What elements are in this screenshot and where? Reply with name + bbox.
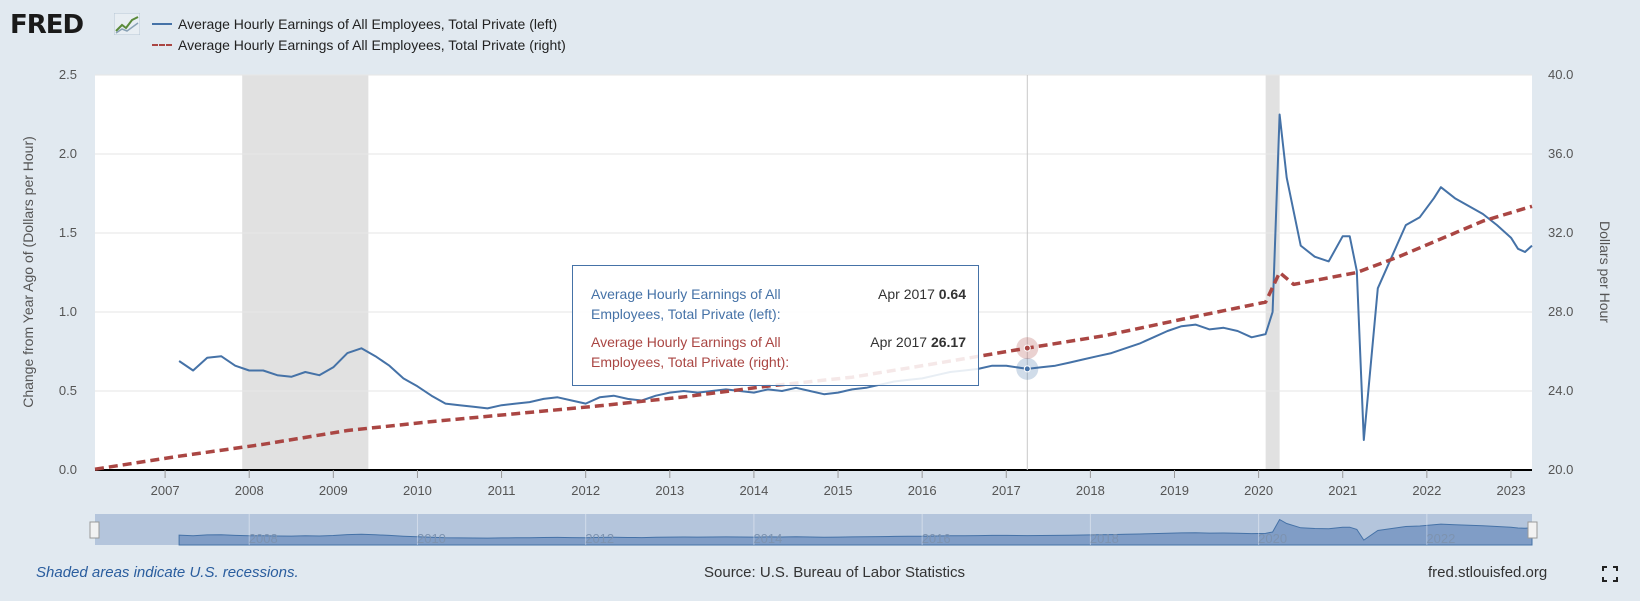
navigator-handle-right bbox=[1527, 521, 1538, 539]
y-right-tick-label: 40.0 bbox=[1548, 67, 1573, 82]
tooltip-date-left: Apr 2017 bbox=[878, 286, 935, 302]
series-line-right bbox=[94, 204, 1533, 471]
tooltip: Average Hourly Earnings of All Employees… bbox=[572, 265, 979, 386]
x-tick-label: 2023 bbox=[1497, 483, 1526, 498]
recession-band-0 bbox=[242, 75, 369, 470]
navigator-label: 2014 bbox=[753, 531, 782, 546]
tooltip-series-name-right: Average Hourly Earnings of All Employees… bbox=[591, 334, 790, 370]
y-left-tick-label: 2.5 bbox=[59, 67, 77, 82]
legend-swatch-solid bbox=[152, 23, 172, 25]
x-tick-label: 2022 bbox=[1412, 483, 1441, 498]
tooltip-value-right: Apr 2017 26.17 bbox=[870, 332, 966, 352]
tooltip-series-name-left: Average Hourly Earnings of All Employees… bbox=[591, 286, 781, 322]
fullscreen-icon[interactable] bbox=[1602, 566, 1618, 582]
tooltip-number-left: 0.64 bbox=[938, 286, 966, 302]
navigator-label: 2008 bbox=[249, 531, 278, 546]
navigator-label: 2016 bbox=[922, 531, 951, 546]
x-axis-ticks: 2007 2008 2009 2010 2011 2012 2013 2014 2015 2016… bbox=[151, 470, 1526, 498]
y-left-tick-label: 0.0 bbox=[59, 462, 77, 477]
x-tick-label: 2007 bbox=[151, 483, 180, 498]
navigator-label: 2018 bbox=[1090, 531, 1119, 546]
y-left-tick-label: 1.5 bbox=[59, 225, 77, 240]
x-tick-label: 2016 bbox=[908, 483, 937, 498]
x-tick-label: 2008 bbox=[235, 483, 264, 498]
y-left-tick-label: 2.0 bbox=[59, 146, 77, 161]
chart-header: FRED Average Hourly Earnings of All Empl… bbox=[0, 0, 1640, 60]
x-tick-label: 2019 bbox=[1160, 483, 1189, 498]
y-left-tick-label: 0.5 bbox=[59, 383, 77, 398]
legend-label-right: Average Hourly Earnings of All Employees… bbox=[178, 37, 566, 53]
x-tick-label: 2013 bbox=[655, 483, 684, 498]
hover-point-right bbox=[1023, 344, 1031, 352]
site-link[interactable]: fred.stlouisfed.org bbox=[1428, 564, 1548, 581]
source-text: Source: U.S. Bureau of Labor Statistics bbox=[704, 564, 965, 581]
navigator[interactable]: 2008 2010 2012 2014 2016 2018 2020 2022 bbox=[89, 514, 1538, 546]
hover-markers bbox=[1016, 337, 1039, 380]
navigator-handle-left bbox=[89, 521, 100, 539]
x-tick-label: 2015 bbox=[824, 483, 853, 498]
y-right-tick-label: 28.0 bbox=[1548, 304, 1573, 319]
x-tick-label: 2021 bbox=[1328, 483, 1357, 498]
y-left-axis-title: Change from Year Ago of (Dollars per Hou… bbox=[20, 136, 36, 408]
navigator-series-area bbox=[178, 518, 1533, 546]
tooltip-date-right: Apr 2017 bbox=[870, 334, 928, 350]
x-tick-label: 2020 bbox=[1244, 483, 1273, 498]
legend-label-left: Average Hourly Earnings of All Employees… bbox=[178, 16, 558, 32]
x-tick-label: 2010 bbox=[403, 483, 432, 498]
fred-chart-icon bbox=[114, 13, 140, 35]
recession-note: Shaded areas indicate U.S. recessions. bbox=[36, 564, 299, 581]
y-right-axis-ticks: 20.0 24.0 28.0 32.0 36.0 40.0 bbox=[1548, 67, 1573, 477]
y-right-axis-title: Dollars per Hour bbox=[1597, 221, 1613, 323]
x-tick-label: 2012 bbox=[571, 483, 600, 498]
navigator-label: 2020 bbox=[1258, 531, 1287, 546]
x-tick-label: 2018 bbox=[1076, 483, 1105, 498]
tooltip-number-right: 26.17 bbox=[930, 334, 966, 350]
legend-item-right[interactable]: Average Hourly Earnings of All Employees… bbox=[152, 37, 566, 53]
y-left-tick-label: 1.0 bbox=[59, 304, 77, 319]
y-right-tick-label: 32.0 bbox=[1548, 225, 1573, 240]
recession-band-1 bbox=[1265, 75, 1280, 470]
fred-logo[interactable]: FRED bbox=[10, 10, 84, 40]
legend-item-left[interactable]: Average Hourly Earnings of All Employees… bbox=[152, 16, 557, 32]
legend-swatch-dashed bbox=[152, 44, 172, 46]
navigator-label: 2010 bbox=[417, 531, 446, 546]
navigator-label: 2022 bbox=[1426, 531, 1455, 546]
y-left-axis-ticks: 0.0 0.5 1.0 1.5 2.0 2.5 bbox=[59, 67, 77, 477]
x-tick-label: 2017 bbox=[992, 483, 1021, 498]
tooltip-value-left: Apr 2017 0.64 bbox=[878, 284, 966, 304]
x-tick-label: 2011 bbox=[488, 483, 516, 498]
x-tick-label: 2009 bbox=[319, 483, 348, 498]
y-right-tick-label: 24.0 bbox=[1548, 383, 1573, 398]
navigator-label: 2012 bbox=[585, 531, 614, 546]
y-right-tick-label: 36.0 bbox=[1548, 146, 1573, 161]
recession-shading bbox=[242, 75, 1280, 470]
hover-point-left bbox=[1023, 365, 1031, 373]
y-right-tick-label: 20.0 bbox=[1548, 462, 1573, 477]
x-tick-label: 2014 bbox=[739, 483, 768, 498]
